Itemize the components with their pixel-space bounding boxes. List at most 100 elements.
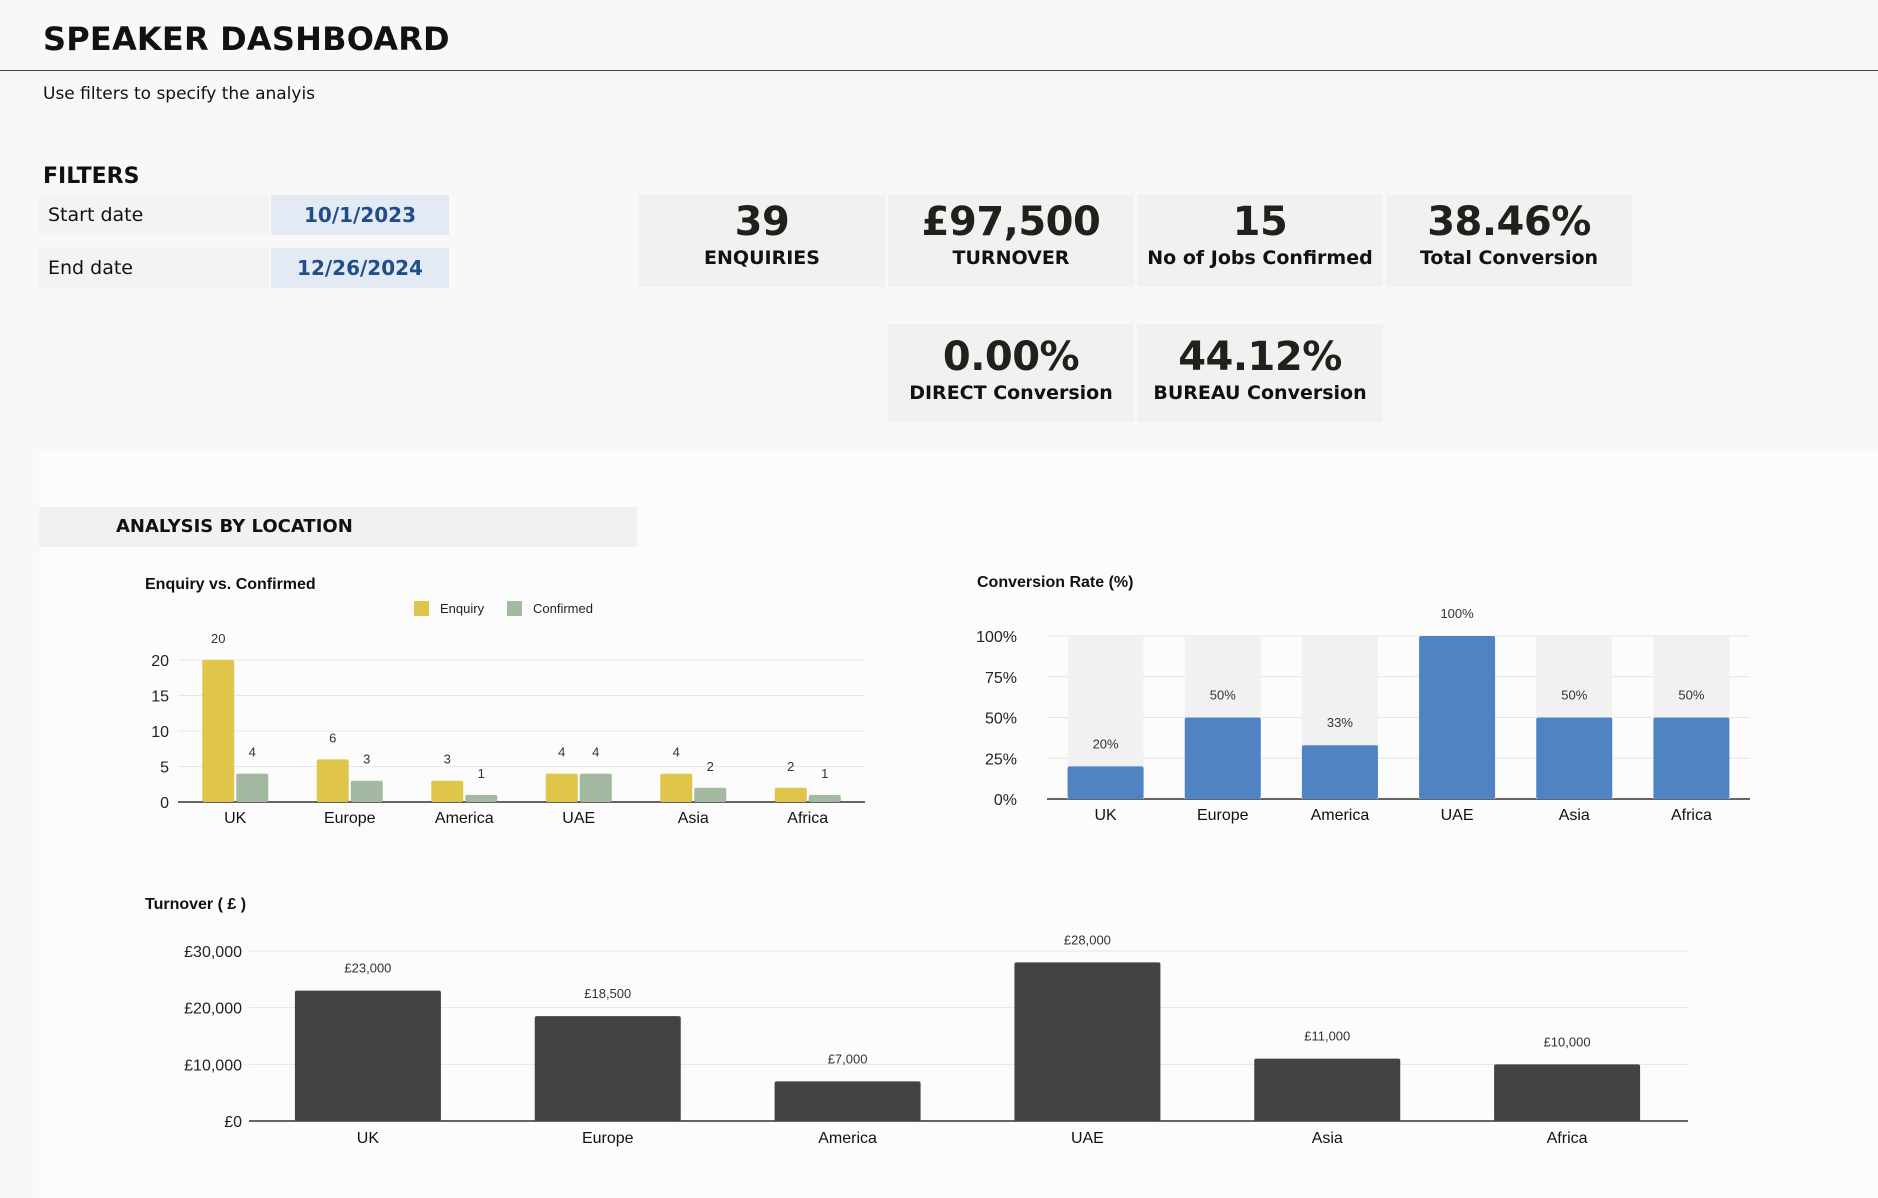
data-label: £7,000 xyxy=(828,1051,868,1066)
kpi-value: 44.12% xyxy=(1178,334,1342,380)
data-label: 20 xyxy=(211,631,225,646)
x-tick-label: UK xyxy=(224,810,247,827)
end-date-label: End date xyxy=(39,248,269,288)
x-tick-label: Africa xyxy=(787,810,828,827)
data-label: £11,000 xyxy=(1304,1029,1350,1044)
bar-enquiry xyxy=(316,759,349,802)
kpi-direct-conversion: 0.00% DIRECT Conversion xyxy=(888,324,1134,422)
y-tick-label: 0% xyxy=(994,792,1017,809)
data-label: £10,000 xyxy=(1544,1034,1591,1049)
page-subtitle: Use filters to specify the analyis xyxy=(43,84,316,104)
data-label: 4 xyxy=(673,745,680,760)
bar-confirmed xyxy=(350,780,383,802)
bar-conversion xyxy=(1301,745,1378,799)
data-label: 20% xyxy=(1093,736,1119,751)
bar-confirmed xyxy=(808,794,841,802)
data-label: 2 xyxy=(787,759,794,774)
x-tick-label: Asia xyxy=(678,810,709,827)
legend-swatch xyxy=(414,601,429,616)
bar-confirmed xyxy=(236,773,269,802)
bar-enquiry xyxy=(660,773,693,802)
y-tick-label: £20,000 xyxy=(184,1001,242,1018)
kpi-label: ENQUIRIES xyxy=(704,247,820,269)
title-divider xyxy=(0,70,1878,71)
bar-enquiry xyxy=(431,780,464,802)
y-tick-label: 0 xyxy=(160,795,169,812)
data-label: 4 xyxy=(249,745,256,760)
x-tick-label: America xyxy=(818,1130,877,1147)
chart-title: Conversion Rate (%) xyxy=(977,574,1133,591)
legend-label: Confirmed xyxy=(533,601,593,616)
end-date-filter: End date 12/26/2024 xyxy=(39,248,449,288)
start-date-input[interactable]: 10/1/2023 xyxy=(271,195,449,235)
chart-title: Turnover ( £ ) xyxy=(145,896,246,913)
kpi-label: Total Conversion xyxy=(1419,247,1599,269)
end-date-input[interactable]: 12/26/2024 xyxy=(271,248,449,288)
data-label: 33% xyxy=(1327,715,1353,730)
x-tick-label: UAE xyxy=(1071,1130,1104,1147)
legend-swatch xyxy=(507,601,522,616)
x-tick-label: Africa xyxy=(1671,807,1712,824)
bar-conversion xyxy=(1184,717,1261,799)
kpi-value: 38.46% xyxy=(1427,199,1591,245)
y-tick-label: 50% xyxy=(985,711,1017,728)
kpi-jobs-confirmed: 15 No of Jobs Confirmed xyxy=(1137,195,1383,287)
bar-turnover xyxy=(774,1081,921,1121)
y-tick-label: 15 xyxy=(151,689,169,706)
data-label: £28,000 xyxy=(1064,932,1111,947)
bar-conversion xyxy=(1536,717,1613,799)
y-tick-label: £0 xyxy=(224,1114,242,1131)
data-label: 50% xyxy=(1678,688,1704,703)
bar-turnover xyxy=(1494,1064,1641,1121)
start-date-label: Start date xyxy=(39,195,269,235)
data-label: 3 xyxy=(363,752,370,767)
kpi-value: 0.00% xyxy=(942,334,1080,380)
filters-heading: FILTERS xyxy=(43,164,140,189)
data-label: 100% xyxy=(1440,606,1474,621)
y-tick-label: 100% xyxy=(976,629,1017,646)
bar-conversion xyxy=(1419,636,1496,799)
kpi-value: 39 xyxy=(734,199,790,245)
x-tick-label: Africa xyxy=(1547,1130,1588,1147)
chart-title: Enquiry vs. Confirmed xyxy=(145,576,316,593)
bar-enquiry xyxy=(202,660,235,802)
bar-confirmed xyxy=(579,773,612,802)
bar-confirmed xyxy=(465,794,498,802)
y-tick-label: 25% xyxy=(985,751,1017,768)
y-tick-label: 75% xyxy=(985,670,1017,687)
x-tick-label: Europe xyxy=(324,810,376,827)
page-title: SPEAKER DASHBOARD xyxy=(43,20,450,58)
x-tick-label: Asia xyxy=(1312,1130,1343,1147)
legend-label: Enquiry xyxy=(440,601,485,616)
bar-turnover xyxy=(1014,962,1161,1121)
y-tick-label: £30,000 xyxy=(184,944,242,961)
kpi-label: BUREAU Conversion xyxy=(1153,382,1367,404)
kpi-value: 15 xyxy=(1232,199,1288,245)
y-tick-label: £10,000 xyxy=(184,1057,242,1074)
bar-enquiry xyxy=(774,787,807,802)
bar-turnover xyxy=(294,990,441,1121)
x-tick-label: Europe xyxy=(1197,807,1249,824)
data-label: 1 xyxy=(821,766,828,781)
bar-conversion xyxy=(1653,717,1730,799)
bar-enquiry xyxy=(545,773,578,802)
kpi-label: TURNOVER xyxy=(952,247,1070,269)
x-tick-label: America xyxy=(435,810,494,827)
data-label: 1 xyxy=(478,766,485,781)
x-tick-label: UK xyxy=(1094,807,1117,824)
kpi-value: £97,500 xyxy=(921,199,1101,245)
bar-turnover xyxy=(534,1016,681,1121)
data-label: 4 xyxy=(558,745,565,760)
section-heading: ANALYSIS BY LOCATION xyxy=(39,507,637,547)
data-label: 6 xyxy=(329,730,336,745)
y-tick-label: 20 xyxy=(151,653,169,670)
bar-turnover xyxy=(1254,1058,1401,1121)
data-label: 2 xyxy=(707,759,714,774)
kpi-total-conversion: 38.46% Total Conversion xyxy=(1386,195,1632,287)
bar-confirmed xyxy=(694,787,727,802)
bar-conversion xyxy=(1067,766,1144,799)
data-label: 50% xyxy=(1210,688,1236,703)
data-label: 50% xyxy=(1561,688,1587,703)
data-label: 3 xyxy=(444,752,451,767)
